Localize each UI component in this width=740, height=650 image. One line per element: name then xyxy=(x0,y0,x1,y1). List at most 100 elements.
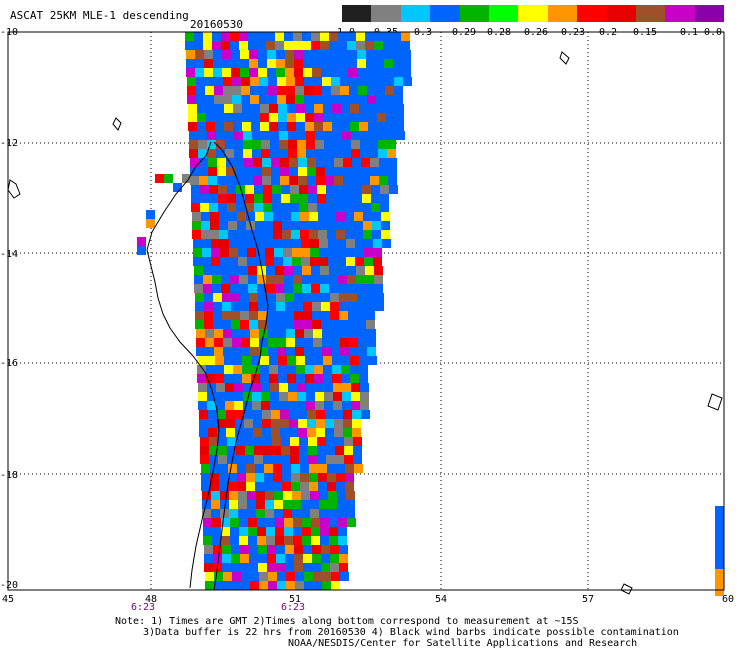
swath-cell xyxy=(284,536,293,545)
swath-cell xyxy=(318,212,327,221)
swath-cell xyxy=(292,491,301,500)
swath-cell xyxy=(290,446,299,455)
swath-cell xyxy=(309,221,318,230)
swath-cell xyxy=(248,536,257,545)
swath-cell xyxy=(314,356,323,365)
swath-cell xyxy=(285,302,294,311)
swath-cell xyxy=(345,221,354,230)
swath-cell xyxy=(311,275,320,284)
swath-cell xyxy=(392,32,401,41)
swath-cell xyxy=(311,32,320,41)
swath-cell xyxy=(231,59,240,68)
swath-cell xyxy=(212,41,221,50)
longitude-label: 45 xyxy=(1,594,15,605)
swath-cell xyxy=(232,572,241,581)
swath-cell xyxy=(224,374,233,383)
swath-cell xyxy=(287,122,296,131)
swath-cell xyxy=(287,365,296,374)
swath-cell xyxy=(331,86,340,95)
swath-cell xyxy=(253,176,262,185)
swath-cell xyxy=(194,32,203,41)
swath-cell xyxy=(328,248,337,257)
swath-cell xyxy=(201,212,210,221)
swath-cell xyxy=(258,293,267,302)
swath-cell xyxy=(323,365,332,374)
swath-cell xyxy=(241,581,250,590)
swath-cell xyxy=(333,401,342,410)
longitude-label: 57 xyxy=(581,594,595,605)
swath-cell xyxy=(383,32,392,41)
swath-cell xyxy=(248,527,257,536)
swath-cell xyxy=(217,167,226,176)
swath-cell xyxy=(217,410,226,419)
swath-cell xyxy=(377,122,386,131)
swath-cell xyxy=(217,176,226,185)
swath-cell xyxy=(315,392,324,401)
swath-cell xyxy=(334,419,343,428)
swath-cell xyxy=(193,257,202,266)
swath-cell xyxy=(316,428,325,437)
swath-cell xyxy=(227,446,236,455)
swath-cell xyxy=(302,536,311,545)
swath-cell xyxy=(232,95,241,104)
swath-cell xyxy=(194,284,203,293)
madagascar-coastline xyxy=(146,141,220,589)
swath-cell xyxy=(245,437,254,446)
swath-cell xyxy=(202,500,211,509)
swath-cell xyxy=(375,50,384,59)
swath-cell xyxy=(215,374,224,383)
product-date: 20160530 xyxy=(190,18,243,31)
swath-cell xyxy=(387,140,396,149)
swath-cell xyxy=(312,545,321,554)
swath-cell xyxy=(252,383,261,392)
swath-cell xyxy=(273,482,282,491)
swath-cell xyxy=(263,437,272,446)
swath-cell xyxy=(324,149,333,158)
swath-cell xyxy=(310,248,319,257)
swath-cell xyxy=(338,518,347,527)
swath-cell xyxy=(265,248,274,257)
swath-cell xyxy=(303,68,312,77)
swath-cell xyxy=(327,464,336,473)
swath-cell xyxy=(325,419,334,428)
swath-cell xyxy=(331,581,340,590)
swath-cell xyxy=(359,104,368,113)
swath-cell xyxy=(203,284,212,293)
swath-cell xyxy=(240,563,249,572)
swath-cell xyxy=(367,347,376,356)
swath-cell xyxy=(369,149,378,158)
swath-cell xyxy=(239,41,248,50)
swath-cell xyxy=(243,392,252,401)
swath-cell xyxy=(305,374,314,383)
swath-cell xyxy=(231,320,240,329)
swath-cell xyxy=(385,95,394,104)
swath-cell xyxy=(300,473,309,482)
swath-cell xyxy=(372,212,381,221)
swath-cell xyxy=(255,221,264,230)
swath-cell xyxy=(313,95,322,104)
swath-cell xyxy=(348,50,357,59)
swath-cell xyxy=(297,149,306,158)
swath-cell xyxy=(223,338,232,347)
swath-cell xyxy=(385,77,394,86)
swath-cell xyxy=(266,284,275,293)
swath-cell xyxy=(317,437,326,446)
latitude-label: -18 xyxy=(0,470,19,481)
swath-cell xyxy=(368,356,377,365)
swath-cell xyxy=(205,77,214,86)
swath-cell xyxy=(340,95,349,104)
swath-cell xyxy=(350,356,359,365)
swath-cell xyxy=(346,239,355,248)
swath-cell xyxy=(301,239,310,248)
swath-cell xyxy=(246,464,255,473)
swath-cell xyxy=(258,311,267,320)
swath-cell xyxy=(224,356,233,365)
swath-cell xyxy=(293,266,302,275)
swath-cell xyxy=(286,347,295,356)
swath-cell xyxy=(356,32,365,41)
swath-cell xyxy=(213,320,222,329)
swath-cell xyxy=(255,212,264,221)
swath-cell xyxy=(288,131,297,140)
swath-cell xyxy=(246,473,255,482)
swath-cell xyxy=(313,86,322,95)
